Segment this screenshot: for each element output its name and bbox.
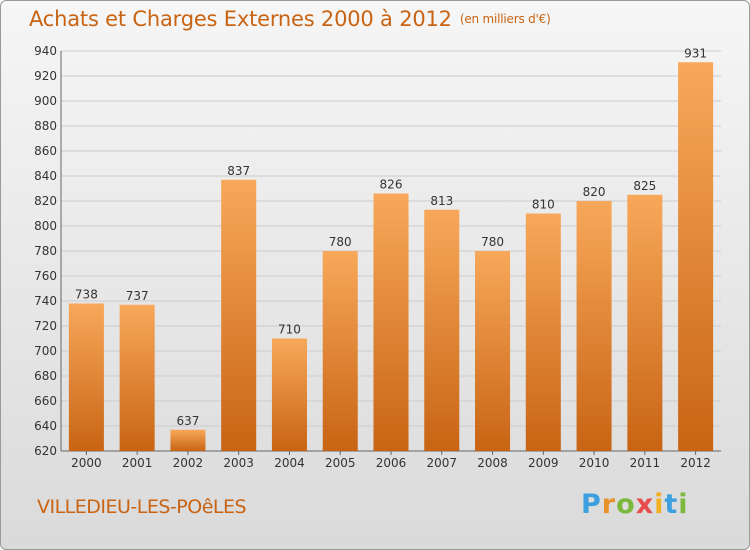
x-tick-label: 2007 xyxy=(426,456,457,470)
bar xyxy=(475,251,511,451)
data-label: 825 xyxy=(633,179,656,193)
data-label: 780 xyxy=(481,235,504,249)
data-label: 931 xyxy=(684,46,707,60)
x-tick-label: 2011 xyxy=(630,456,661,470)
y-tick-label: 680 xyxy=(34,369,57,383)
x-tick-label: 2009 xyxy=(528,456,559,470)
labels: 620 640 660 680 700 720 740 760 780 800 820 840 860 8… xyxy=(34,44,711,470)
y-tick-label: 780 xyxy=(34,244,57,258)
bar xyxy=(119,304,155,451)
data-label: 637 xyxy=(176,414,199,428)
y-tick-label: 620 xyxy=(34,444,57,458)
data-label: 837 xyxy=(227,164,250,178)
y-tick-label: 820 xyxy=(34,194,57,208)
x-tick-label: 2000 xyxy=(71,456,102,470)
y-tick-label: 940 xyxy=(34,44,57,58)
y-tick-label: 700 xyxy=(34,344,57,358)
y-tick-label: 740 xyxy=(34,294,57,308)
y-tick-label: 660 xyxy=(34,394,57,408)
bar xyxy=(678,62,714,451)
chart-title: Achats et Charges Externes 2000 à 2012 (e… xyxy=(29,7,551,31)
x-tick-label: 2002 xyxy=(173,456,204,470)
data-label: 826 xyxy=(380,178,403,192)
bar xyxy=(424,209,460,451)
logo-letter: o xyxy=(616,489,636,520)
logo-letter: P xyxy=(581,489,602,520)
y-tick-label: 760 xyxy=(34,269,57,283)
bars xyxy=(68,62,714,451)
logo-letter: r xyxy=(601,489,617,520)
y-tick-label: 920 xyxy=(34,69,57,83)
y-tick-label: 840 xyxy=(34,169,57,183)
y-tick-label: 900 xyxy=(34,94,57,108)
y-tick-label: 640 xyxy=(34,419,57,433)
y-tick-label: 880 xyxy=(34,119,57,133)
x-tick-label: 2008 xyxy=(477,456,508,470)
bar xyxy=(373,193,409,451)
proxiti-logo: Proxiti xyxy=(581,489,689,520)
bar xyxy=(322,251,358,451)
bar xyxy=(627,194,663,451)
bar xyxy=(221,179,257,451)
data-label: 737 xyxy=(126,289,149,303)
logo-letter: i xyxy=(654,489,665,520)
logo-letter: x xyxy=(635,489,655,520)
y-tick-label: 800 xyxy=(34,219,57,233)
data-label: 813 xyxy=(430,194,453,208)
bar xyxy=(576,201,612,451)
y-tick-label: 860 xyxy=(34,144,57,158)
commune-name: VILLEDIEU-LES-POêLES xyxy=(37,496,247,518)
data-label: 820 xyxy=(583,185,606,199)
bar xyxy=(170,429,206,451)
x-tick-label: 2005 xyxy=(325,456,356,470)
logo-letter: i xyxy=(678,489,689,520)
data-label: 810 xyxy=(532,198,555,212)
chart-unit: (en milliers d'€) xyxy=(459,12,551,26)
logo-letter: t xyxy=(664,489,679,520)
bar xyxy=(271,338,307,451)
data-label: 710 xyxy=(278,323,301,337)
x-tick-label: 2006 xyxy=(376,456,407,470)
x-tick-label: 2004 xyxy=(274,456,305,470)
x-tick-label: 2012 xyxy=(680,456,711,470)
bar xyxy=(525,213,561,451)
y-tick-label: 720 xyxy=(34,319,57,333)
data-label: 780 xyxy=(329,235,352,249)
data-label: 738 xyxy=(75,288,98,302)
bar xyxy=(68,303,104,451)
x-tick-label: 2001 xyxy=(122,456,153,470)
x-tick-label: 2003 xyxy=(223,456,254,470)
x-tick-label: 2010 xyxy=(579,456,610,470)
